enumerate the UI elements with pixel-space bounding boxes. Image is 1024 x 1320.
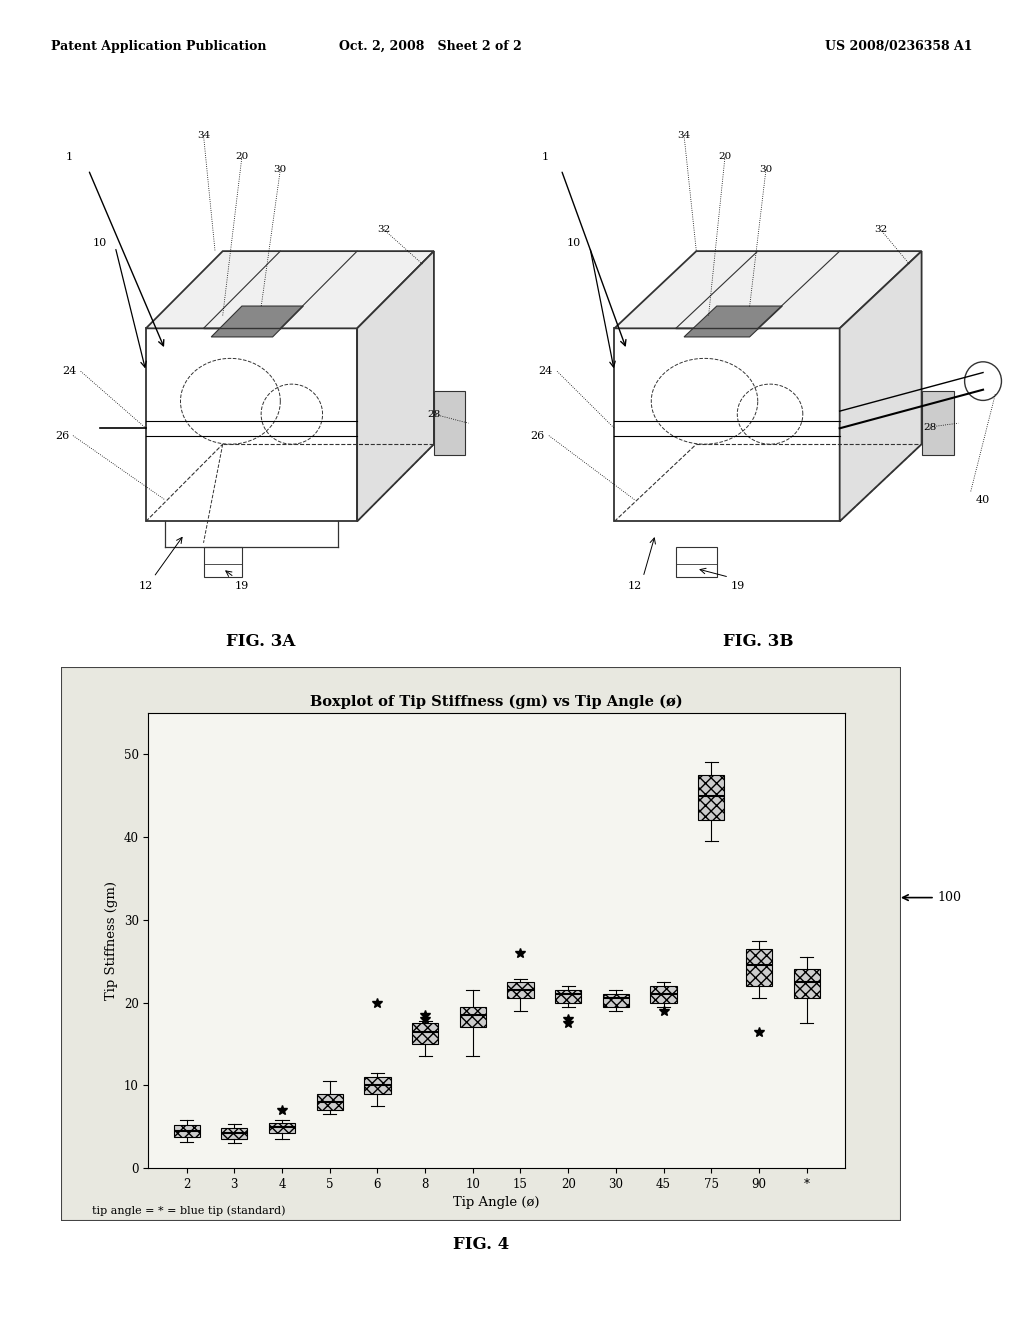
Text: Patent Application Publication: Patent Application Publication (51, 40, 266, 53)
Text: tip angle = * = blue tip (standard): tip angle = * = blue tip (standard) (92, 1205, 286, 1216)
Text: 1: 1 (66, 152, 73, 162)
Polygon shape (614, 329, 840, 521)
PathPatch shape (698, 775, 724, 821)
Polygon shape (211, 306, 303, 337)
Polygon shape (840, 251, 922, 521)
Title: Boxplot of Tip Stiffness (gm) vs Tip Angle (ø): Boxplot of Tip Stiffness (gm) vs Tip Ang… (310, 694, 683, 709)
Text: 26: 26 (530, 430, 545, 441)
Polygon shape (357, 251, 434, 521)
PathPatch shape (412, 1023, 438, 1044)
Text: 1: 1 (542, 152, 548, 162)
PathPatch shape (173, 1125, 200, 1137)
Text: US 2008/0236358 A1: US 2008/0236358 A1 (825, 40, 973, 53)
Text: 32: 32 (874, 226, 887, 234)
PathPatch shape (507, 982, 534, 998)
Text: 19: 19 (730, 581, 744, 591)
Text: 24: 24 (62, 366, 77, 376)
Text: 20: 20 (719, 152, 731, 161)
Polygon shape (434, 391, 465, 455)
PathPatch shape (316, 1094, 343, 1110)
PathPatch shape (269, 1122, 295, 1134)
Text: FIG. 3B: FIG. 3B (723, 634, 793, 649)
Text: Oct. 2, 2008   Sheet 2 of 2: Oct. 2, 2008 Sheet 2 of 2 (339, 40, 521, 53)
PathPatch shape (221, 1129, 248, 1139)
Polygon shape (145, 329, 357, 521)
Text: 34: 34 (197, 131, 210, 140)
PathPatch shape (650, 986, 677, 1003)
X-axis label: Tip Angle (ø): Tip Angle (ø) (454, 1196, 540, 1209)
PathPatch shape (460, 1007, 486, 1027)
PathPatch shape (365, 1077, 390, 1094)
Y-axis label: Tip Stiffness (gm): Tip Stiffness (gm) (105, 880, 118, 1001)
PathPatch shape (794, 969, 820, 998)
PathPatch shape (555, 990, 582, 1003)
PathPatch shape (745, 949, 772, 986)
Text: FIG. 4: FIG. 4 (454, 1237, 509, 1253)
Text: 28: 28 (924, 422, 936, 432)
Text: 19: 19 (234, 581, 249, 591)
Text: 30: 30 (273, 165, 287, 174)
Text: 28: 28 (427, 409, 440, 418)
Text: 10: 10 (93, 238, 106, 248)
Text: 26: 26 (55, 430, 69, 441)
Text: 34: 34 (678, 131, 690, 140)
Polygon shape (614, 251, 922, 329)
Polygon shape (684, 306, 782, 337)
Text: FIG. 3A: FIG. 3A (226, 634, 296, 649)
Polygon shape (145, 251, 434, 329)
Polygon shape (922, 391, 954, 455)
Text: 24: 24 (539, 366, 553, 376)
Text: 40: 40 (976, 495, 990, 506)
Text: 12: 12 (628, 581, 642, 591)
Text: 12: 12 (139, 581, 153, 591)
Text: 10: 10 (566, 238, 581, 248)
PathPatch shape (603, 994, 629, 1007)
Text: 32: 32 (378, 226, 390, 234)
Text: 20: 20 (236, 152, 249, 161)
Text: 100: 100 (937, 891, 961, 904)
Text: 30: 30 (760, 165, 772, 174)
